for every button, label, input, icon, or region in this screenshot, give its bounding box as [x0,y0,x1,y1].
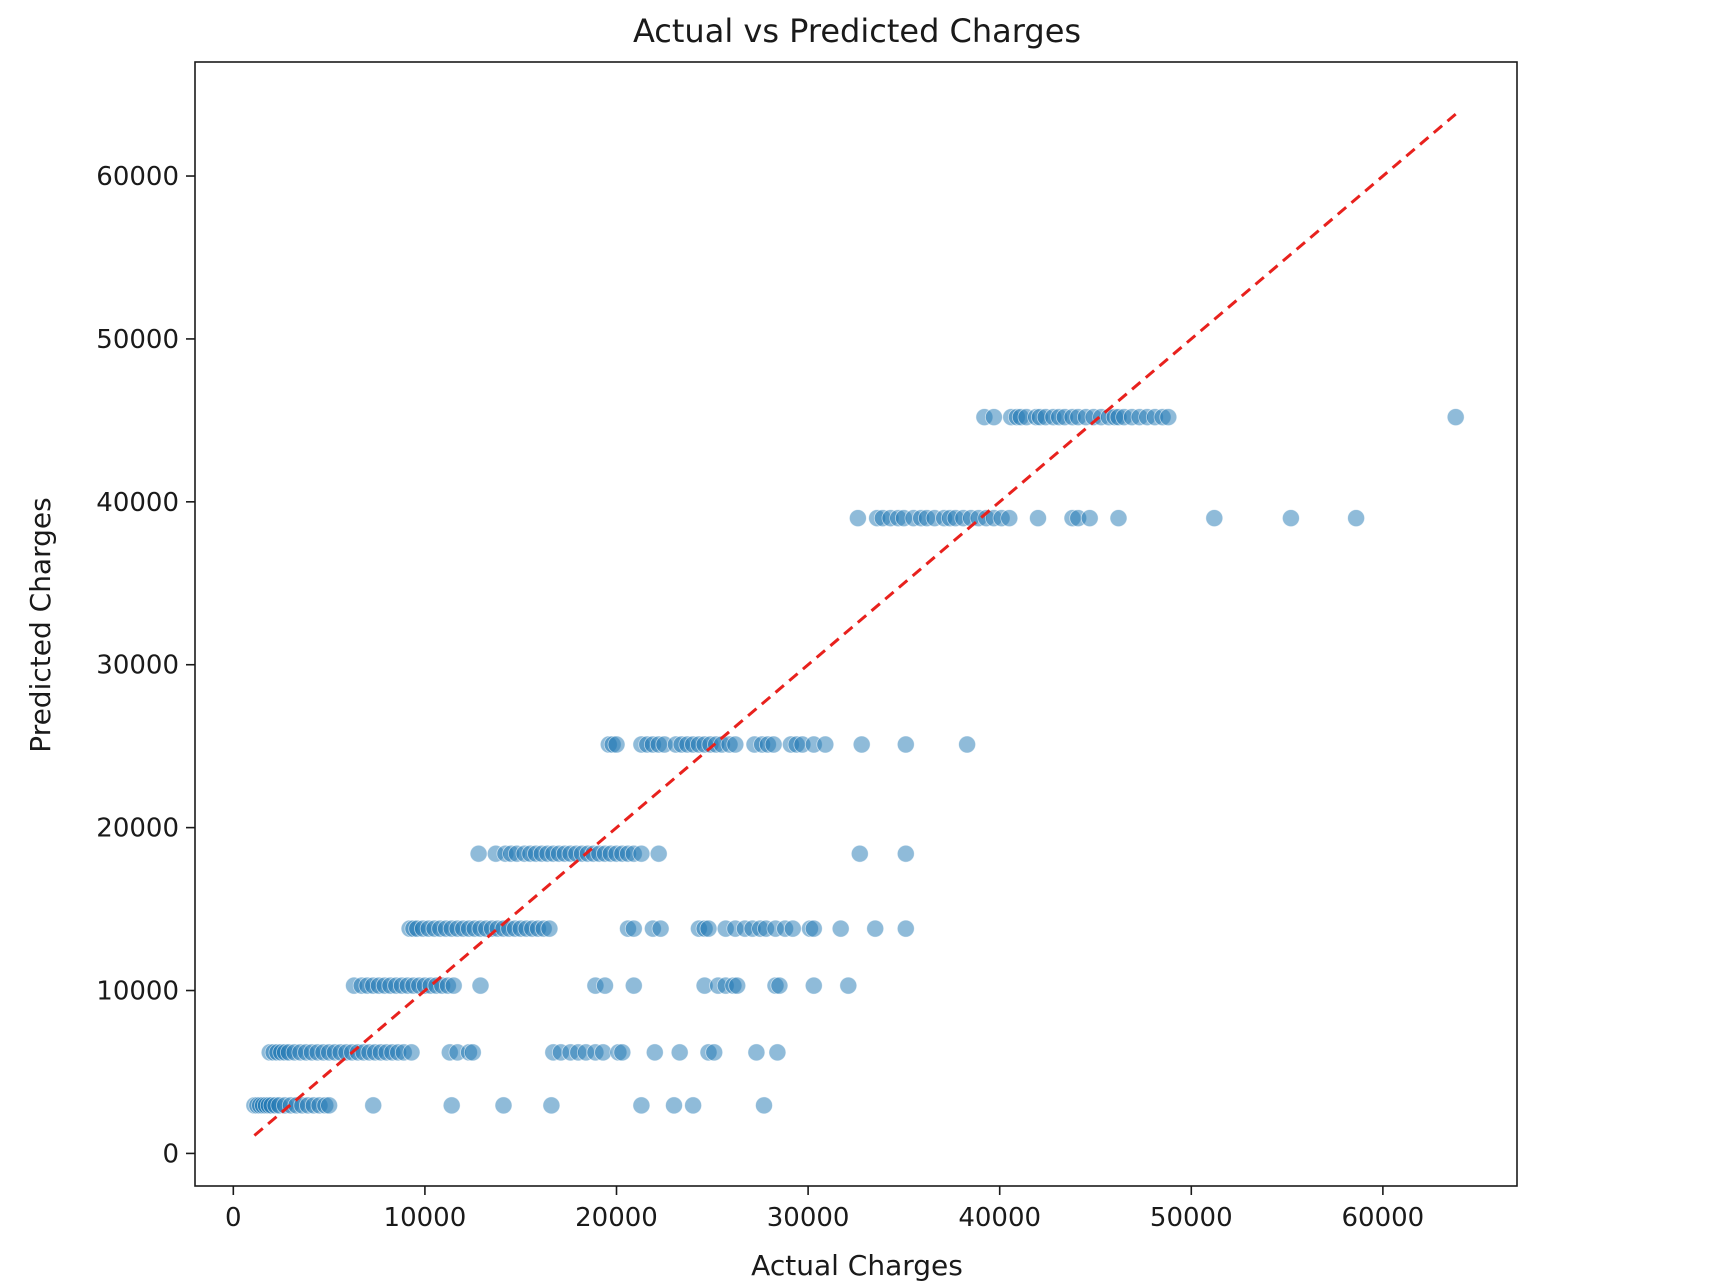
y-tick-label: 20000 [96,814,179,844]
data-point [1159,408,1178,427]
data-point [645,1043,664,1062]
y-tick-label: 30000 [96,651,179,681]
data-point [624,919,643,938]
data-point [747,1043,766,1062]
data-point [839,976,858,995]
data-point [442,1096,461,1115]
data-point [1205,509,1224,527]
data-point [1029,509,1047,527]
y-tick-label: 50000 [96,325,179,355]
x-axis-label: Actual Charges [751,1249,963,1281]
data-point [632,1096,651,1115]
data-point [684,1096,702,1115]
data-point [985,408,1003,427]
data-point [632,844,651,863]
data-point [540,919,559,938]
chart-title: Actual vs Predicted Charges [633,12,1081,50]
data-point [649,844,668,863]
x-tick-label: 30000 [767,1203,850,1233]
data-point [804,919,823,938]
x-tick-label: 40000 [958,1203,1041,1233]
data-point [320,1096,339,1115]
data-point [726,735,745,754]
data-point [852,735,871,754]
data-point [1109,509,1128,527]
data-point [594,1043,612,1062]
data-point [764,735,783,754]
data-point [607,735,626,754]
plot-area [194,61,1518,1187]
data-point [849,509,867,527]
data-point [783,919,802,938]
data-point [624,976,643,995]
data-point [804,976,823,995]
data-point [651,919,670,938]
x-tick-label: 50000 [1150,1203,1233,1233]
data-point [542,1096,561,1115]
x-tick-label: 60000 [1342,1203,1425,1233]
data-point [728,976,747,995]
x-axis: 0 10000 20000 30000 40000 50000 60000 [225,1186,1424,1233]
data-point [494,1096,513,1115]
data-point [1000,509,1019,527]
data-point [613,1043,632,1062]
data-point [1347,509,1365,527]
data-point [670,1043,689,1062]
plot-frame [194,61,1518,1187]
data-point [816,735,835,754]
x-tick-label: 0 [225,1203,242,1233]
data-point [596,976,614,995]
data-point [850,844,869,863]
data-point [471,976,490,995]
data-point [768,1043,787,1062]
data-point [896,919,915,938]
data-point [364,1096,383,1115]
data-point [770,976,789,995]
y-axis: 0 10000 20000 30000 40000 50000 60000 [96,162,195,1169]
data-point [958,735,976,754]
data-point [463,1043,482,1062]
data-point [1282,509,1300,527]
data-points [245,408,1465,1115]
data-point [665,1096,683,1115]
y-tick-label: 10000 [96,977,179,1007]
data-point [705,1043,724,1062]
y-tick-label: 0 [162,1139,179,1169]
x-tick-label: 10000 [384,1203,467,1233]
data-point [866,919,885,938]
y-axis-label: Predicted Charges [24,497,57,752]
y-tick-label: 60000 [96,162,179,192]
data-point [755,1096,773,1115]
data-point [831,919,850,938]
data-point [1080,509,1099,527]
data-point [896,844,915,863]
reference-line [253,112,1457,1137]
data-point [402,1043,421,1062]
y-tick-label: 40000 [96,488,179,518]
data-point [896,735,915,754]
data-point [469,844,488,863]
data-point [699,919,718,938]
x-tick-label: 20000 [575,1203,658,1233]
data-point [1446,408,1465,427]
data-point [444,976,463,995]
